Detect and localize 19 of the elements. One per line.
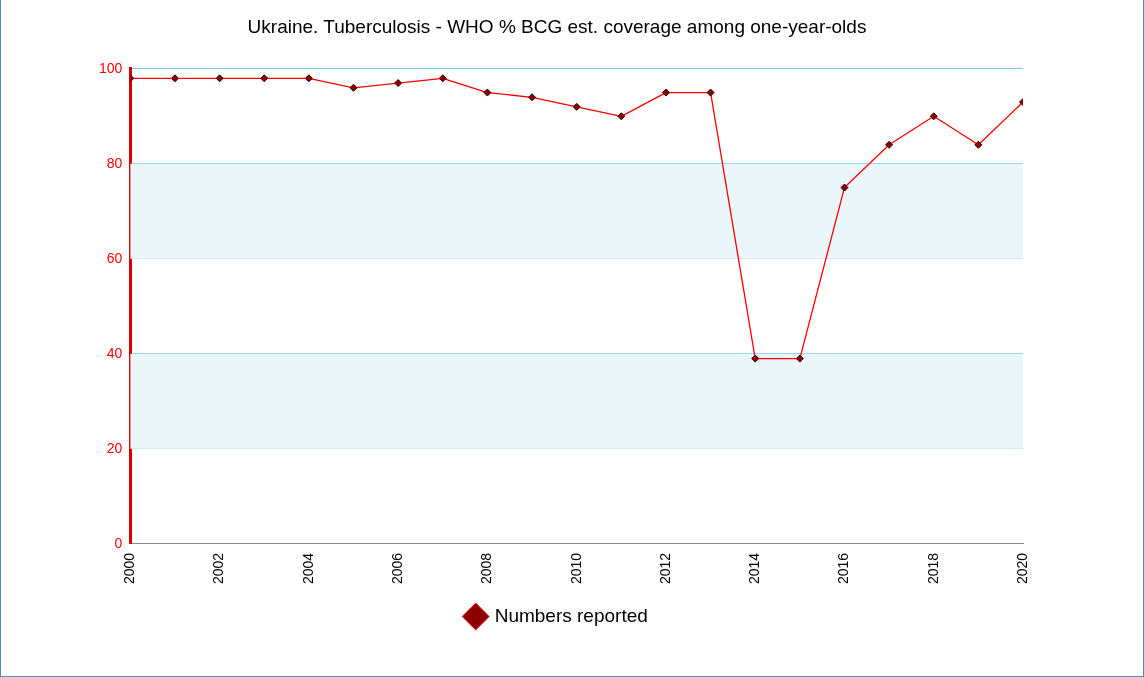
x-tick-label: 2012 [656, 552, 673, 585]
x-tick-label: 2008 [478, 552, 495, 585]
x-tick-label: 2002 [210, 552, 227, 585]
legend-label: Numbers reported [494, 604, 648, 626]
y-tick-label: 100 [99, 59, 123, 76]
x-tick-label: 2014 [746, 552, 763, 585]
y-tick-label: 20 [106, 439, 123, 456]
x-tick-label: 2016 [835, 552, 852, 585]
y-tick-label: 80 [106, 154, 123, 171]
x-tick-label: 2010 [567, 552, 584, 585]
x-tick-label: 2004 [299, 552, 316, 585]
y-tick-label: 40 [106, 344, 123, 361]
chart-title: Ukraine. Tuberculosis - WHO % BCG est. coverage among one-year-olds [247, 15, 867, 37]
x-tick-label: 2000 [121, 552, 138, 585]
x-tick-label: 2006 [389, 552, 406, 585]
y-tick-label: 0 [114, 534, 123, 551]
x-tick-label: 2020 [1013, 552, 1030, 585]
y-tick-label: 60 [106, 249, 123, 266]
x-tick-label: 2018 [924, 552, 941, 585]
